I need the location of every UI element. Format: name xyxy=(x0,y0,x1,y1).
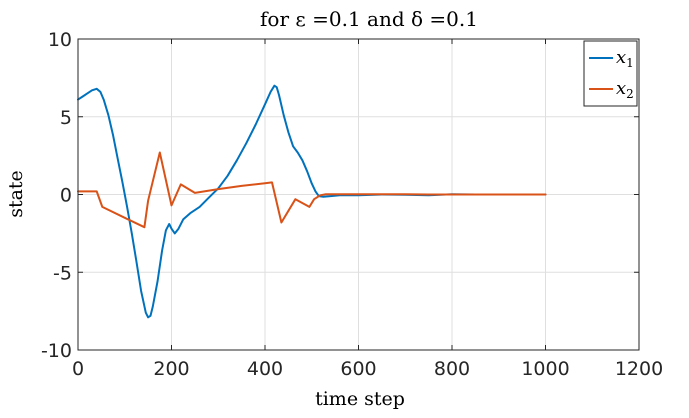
x-tick-label: 800 xyxy=(434,358,470,380)
plot-area: 0 200 400 600 800 1000 1200 10 5 0 -5 -10 xyxy=(41,29,663,380)
legend-label-x1: x1 xyxy=(616,47,634,70)
y-tick-label: 0 xyxy=(60,185,72,207)
y-tick-label: -10 xyxy=(41,340,72,362)
x-tick-label: 0 xyxy=(72,358,84,380)
chart-title: for ε =0.1 and δ =0.1 xyxy=(260,7,478,31)
x-tick-label: 600 xyxy=(340,358,376,380)
x-tick-label: 1000 xyxy=(521,358,569,380)
legend-label-x2: x2 xyxy=(616,78,634,101)
x-axis-label: time step xyxy=(315,388,405,410)
legend: x1 x2 xyxy=(583,40,638,107)
x-tick-label: 1200 xyxy=(615,358,663,380)
y-tick-label: 10 xyxy=(48,29,72,51)
y-tick-label: 5 xyxy=(60,107,72,129)
x-tick-label: 400 xyxy=(247,358,283,380)
y-axis-label: state xyxy=(5,170,27,218)
y-tick-label: -5 xyxy=(53,262,72,284)
series-layer xyxy=(77,84,547,319)
series-line-x2 xyxy=(77,151,547,229)
legend-box xyxy=(583,40,638,107)
x-tick-label: 200 xyxy=(153,358,189,380)
ticks: 0 200 400 600 800 1000 1200 10 5 0 -5 -10 xyxy=(41,29,663,380)
